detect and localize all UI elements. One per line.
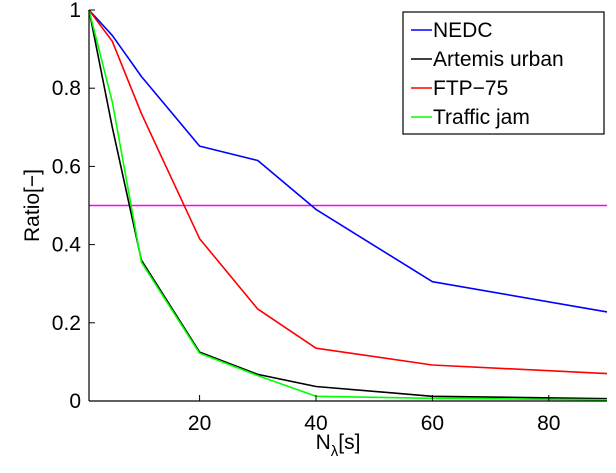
- y-tick-label: 0.4: [52, 234, 82, 257]
- y-tick-label: 1: [69, 0, 81, 22]
- y-tick-label: 0.6: [52, 155, 81, 178]
- x-tick-label: 40: [304, 412, 327, 435]
- y-tick-label: 0.2: [52, 312, 81, 335]
- y-axis-label: Ratio[−]: [21, 169, 44, 242]
- x-tick-label: 20: [188, 412, 211, 435]
- series-line-ftp-75: [88, 9, 608, 375]
- series-line-nedc: [88, 9, 608, 313]
- x-axis-label-subscript: λ: [331, 443, 339, 460]
- y-tick-label: 0: [69, 390, 81, 413]
- legend-box: [402, 11, 605, 135]
- legend-label: Traffic jam: [433, 106, 530, 129]
- x-axis-label-unit: [s]: [338, 431, 360, 454]
- x-tick-label: 80: [537, 412, 560, 435]
- legend-label: NEDC: [433, 19, 493, 42]
- legend-label: Artemis urban: [433, 48, 564, 71]
- x-axis-label-main: N: [316, 431, 331, 454]
- legend-label: FTP−75: [433, 77, 508, 100]
- axes: 20 40 60 80 0 0.2 0.4 0.6 0.8 1: [52, 0, 607, 435]
- series-line-traffic-jam: [88, 9, 608, 401]
- legend: NEDC Artemis urban FTP−75 Traffic jam: [402, 11, 605, 135]
- x-tick-label: 60: [421, 412, 444, 435]
- plot-area: [88, 9, 608, 401]
- y-tick-label: 0.8: [52, 77, 81, 100]
- x-axis-label: Nλ[s]: [316, 431, 361, 460]
- series-line-artemis-urban: [88, 9, 608, 400]
